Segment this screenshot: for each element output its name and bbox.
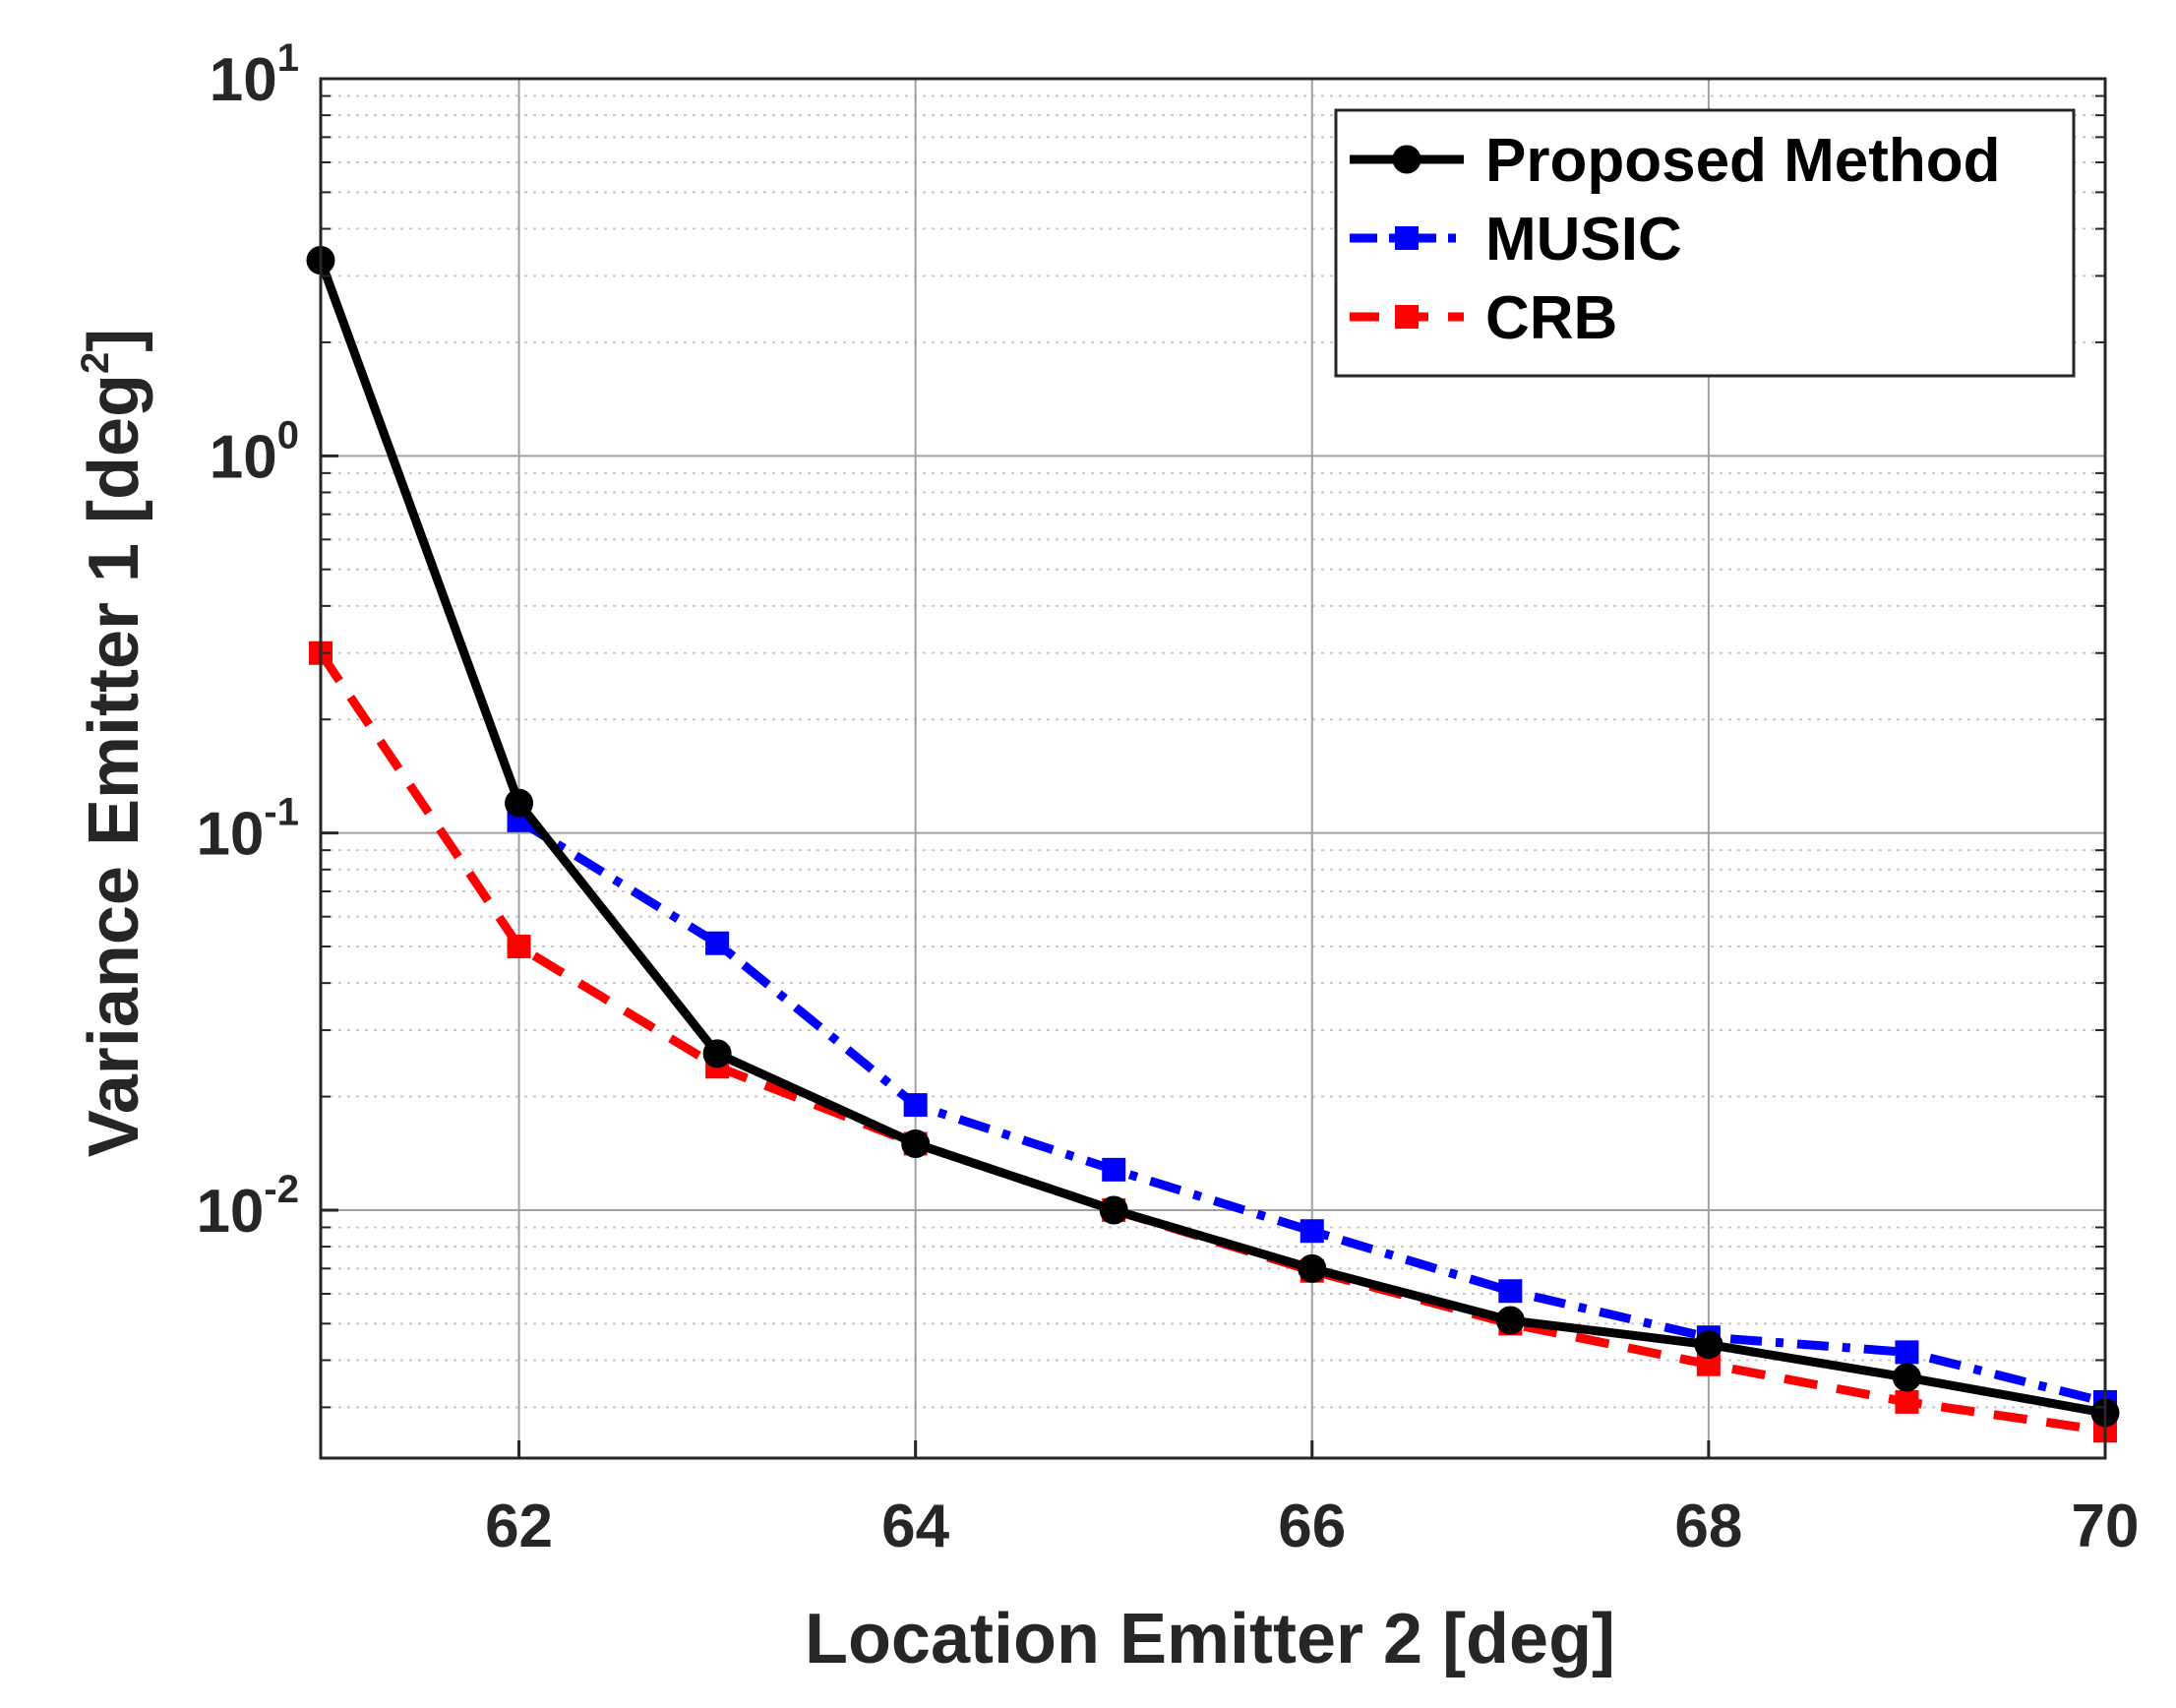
legend-marker-proposed-method xyxy=(1392,145,1421,174)
data-point-music xyxy=(705,931,730,955)
y-axis-title-main: Variance Emitter 1 [deg xyxy=(75,374,153,1157)
series-line-proposed-method xyxy=(316,259,2106,1418)
y-tick-label: 100 xyxy=(210,413,299,491)
data-point-music xyxy=(1895,1340,1919,1365)
tick-marks xyxy=(321,77,2107,1458)
x-tick-label: 70 xyxy=(2072,1493,2140,1560)
y-axis-tick-labels: 101 100 10-1 10-2 xyxy=(196,36,299,1246)
x-tick-label: 64 xyxy=(881,1493,949,1560)
legend-item-music: MUSIC xyxy=(1350,206,1682,274)
legend: Proposed Method MUSIC CRB xyxy=(1334,108,2076,378)
data-point-proposed-method xyxy=(1892,1363,1921,1392)
legend-label-music: MUSIC xyxy=(1485,206,1682,274)
data-point-music xyxy=(1102,1157,1126,1182)
legend-item-proposed-method: Proposed Method xyxy=(1350,127,2001,195)
data-point-proposed-method xyxy=(901,1128,931,1158)
data-point-crb xyxy=(1895,1389,1919,1414)
x-tick-label: 66 xyxy=(1278,1493,1346,1560)
x-axis-tick-labels: 62 64 66 68 70 xyxy=(485,1493,2139,1560)
x-tick-label: 68 xyxy=(1674,1493,1742,1560)
data-point-music xyxy=(1300,1219,1324,1244)
legend-item-crb: CRB xyxy=(1350,284,1617,352)
data-point-proposed-method xyxy=(1694,1330,1723,1360)
y-tick-label: 101 xyxy=(210,36,299,114)
plot-frame xyxy=(319,77,2107,1460)
y-axis-title-suffix: ] xyxy=(75,329,153,352)
x-axis-title: Location Emitter 2 [deg] xyxy=(805,1600,1615,1678)
legend-label-crb: CRB xyxy=(1485,284,1617,352)
legend-box xyxy=(1334,108,2076,378)
legend-label-proposed-method: Proposed Method xyxy=(1485,127,2001,195)
data-point-proposed-method xyxy=(505,788,534,818)
y-axis-title-superscript: 2 xyxy=(74,352,117,374)
data-point-proposed-method xyxy=(1495,1306,1525,1335)
series-line-music xyxy=(516,816,2107,1407)
data-point-proposed-method xyxy=(702,1039,732,1068)
series-line-crb xyxy=(317,650,2106,1435)
y-tick-label: 10-2 xyxy=(196,1168,299,1246)
series-layer xyxy=(306,246,2120,1443)
data-point-crb xyxy=(507,935,531,959)
data-point-music xyxy=(1498,1279,1523,1304)
legend-marker-music xyxy=(1395,226,1419,250)
data-point-proposed-method xyxy=(1099,1195,1128,1225)
y-axis-title: Variance Emitter 1 [deg2] xyxy=(74,329,153,1158)
legend-marker-crb xyxy=(1395,305,1419,329)
x-tick-label: 62 xyxy=(485,1493,553,1560)
y-tick-label: 10-1 xyxy=(196,791,299,869)
data-point-proposed-method xyxy=(1298,1253,1327,1283)
data-point-music xyxy=(903,1093,928,1118)
